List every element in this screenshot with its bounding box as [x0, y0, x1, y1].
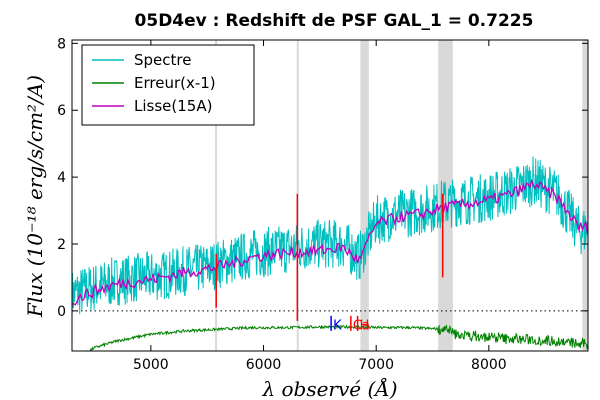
y-tick-label: 2 — [57, 237, 66, 253]
line-marker-label: H — [360, 318, 370, 333]
series-line-2 — [72, 178, 588, 306]
line-marker-label: K — [333, 318, 342, 333]
legend: Spectre Erreur(x-1) Lisse(15A) — [81, 44, 255, 126]
chart-title: 05D4ev : Redshift de PSF GAL_1 = 0.7225 — [135, 11, 534, 31]
series-line-1 — [86, 324, 588, 351]
legend-label: Erreur(x-1) — [134, 74, 216, 92]
x-tick-label: 6000 — [246, 357, 282, 373]
series-line-0 — [72, 156, 588, 320]
x-tick-label: 8000 — [471, 357, 507, 373]
x-axis-label: λ observé (Å) — [261, 376, 397, 400]
axis-ticks: 5000 6000 7000 8000 0 2 4 6 8 — [57, 36, 588, 373]
x-tick-label: 5000 — [133, 357, 169, 373]
y-tick-label: 4 — [57, 170, 66, 186]
series-group — [72, 156, 588, 351]
legend-label: Spectre — [134, 51, 191, 69]
sky-band — [215, 40, 218, 351]
legend-box — [81, 44, 255, 126]
y-tick-label: 6 — [57, 103, 66, 119]
x-tick-label: 7000 — [358, 357, 394, 373]
plot-frame — [71, 39, 589, 352]
sky-band — [582, 40, 588, 351]
sky-band — [360, 40, 369, 351]
y-tick-label: 8 — [57, 36, 66, 52]
y-tick-label: 0 — [57, 304, 66, 320]
y-axis-label: Flux (10⁻¹⁸ erg/s/cm²/A) — [23, 75, 47, 318]
legend-label: Lisse(15A) — [134, 97, 212, 115]
